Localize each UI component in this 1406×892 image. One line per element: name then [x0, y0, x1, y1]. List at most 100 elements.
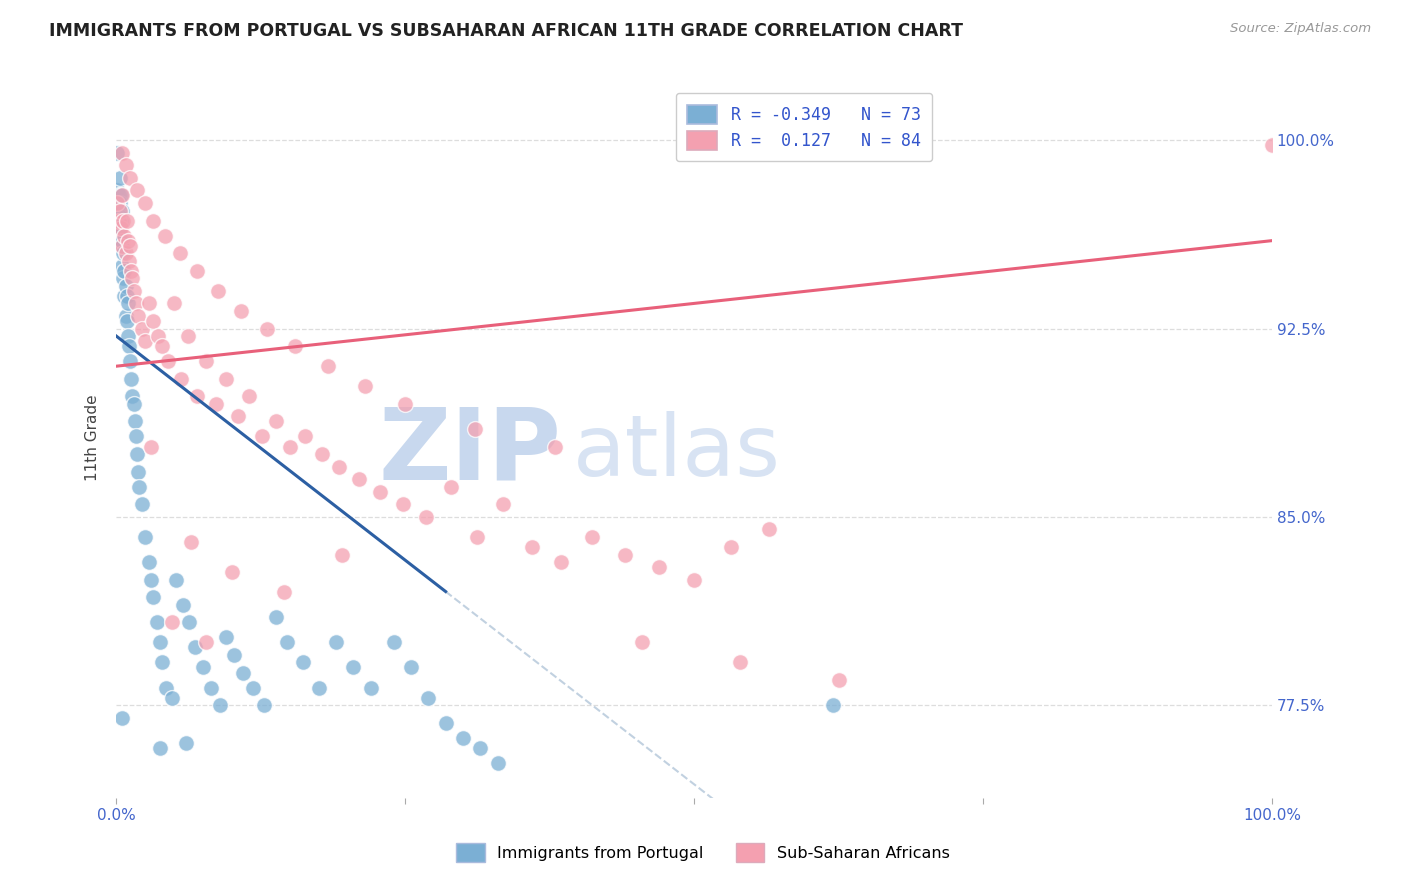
Point — [107, 213, 129, 227]
Point — [114, 278, 136, 293]
Point — [242, 681, 264, 695]
Point — [174, 736, 197, 750]
Point — [110, 238, 132, 252]
Point — [821, 698, 844, 713]
Point — [278, 440, 301, 454]
Point — [111, 238, 134, 252]
Point — [115, 314, 138, 328]
Point — [392, 497, 415, 511]
Point — [470, 740, 492, 755]
Point — [264, 414, 287, 428]
Point — [250, 429, 273, 443]
Text: ZIP: ZIP — [378, 404, 561, 500]
Point — [368, 484, 391, 499]
Point — [142, 213, 165, 227]
Point — [221, 565, 243, 579]
Point — [165, 573, 187, 587]
Point — [415, 509, 437, 524]
Point — [127, 465, 149, 479]
Point — [155, 681, 177, 695]
Point — [191, 660, 214, 674]
Point — [195, 354, 218, 368]
Point — [134, 530, 156, 544]
Point — [184, 640, 207, 655]
Point — [127, 309, 149, 323]
Point — [111, 145, 134, 160]
Point — [112, 264, 135, 278]
Point — [152, 339, 174, 353]
Point — [465, 530, 488, 544]
Point — [118, 253, 141, 268]
Point — [328, 459, 350, 474]
Point — [131, 321, 153, 335]
Point — [111, 259, 134, 273]
Point — [107, 183, 129, 197]
Text: IMMIGRANTS FROM PORTUGAL VS SUBSAHARAN AFRICAN 11TH GRADE CORRELATION CHART: IMMIGRANTS FROM PORTUGAL VS SUBSAHARAN A… — [49, 22, 963, 40]
Point — [153, 228, 176, 243]
Point — [138, 296, 160, 310]
Text: atlas: atlas — [572, 410, 780, 493]
Point — [122, 284, 145, 298]
Point — [342, 660, 364, 674]
Point — [117, 329, 139, 343]
Point — [142, 314, 165, 328]
Point — [215, 372, 238, 386]
Point — [124, 414, 146, 428]
Point — [451, 731, 474, 745]
Point — [229, 304, 252, 318]
Point — [418, 690, 440, 705]
Point — [134, 196, 156, 211]
Point — [827, 673, 849, 687]
Point — [111, 711, 134, 725]
Point — [581, 530, 603, 544]
Point — [134, 334, 156, 348]
Point — [112, 289, 135, 303]
Point — [139, 573, 162, 587]
Point — [107, 228, 129, 243]
Point — [382, 635, 405, 649]
Y-axis label: 11th Grade: 11th Grade — [86, 394, 100, 481]
Point — [758, 522, 780, 536]
Point — [463, 422, 485, 436]
Point — [253, 698, 276, 713]
Point — [215, 631, 238, 645]
Point — [399, 660, 422, 674]
Point — [256, 321, 278, 335]
Point — [139, 440, 162, 454]
Point — [115, 289, 138, 303]
Point — [177, 615, 200, 630]
Point — [108, 196, 131, 211]
Point — [169, 246, 191, 260]
Point — [120, 372, 142, 386]
Legend: R = -0.349   N = 73, R =  0.127   N = 84: R = -0.349 N = 73, R = 0.127 N = 84 — [675, 93, 932, 161]
Point — [114, 246, 136, 260]
Point — [142, 590, 165, 604]
Point — [276, 635, 298, 649]
Point — [180, 535, 202, 549]
Point — [209, 698, 232, 713]
Point — [486, 756, 509, 770]
Point — [117, 296, 139, 310]
Point — [311, 447, 333, 461]
Point — [284, 339, 307, 353]
Point — [120, 354, 142, 368]
Point — [121, 389, 143, 403]
Point — [204, 397, 226, 411]
Point — [112, 228, 135, 243]
Point — [149, 635, 172, 649]
Point — [172, 598, 194, 612]
Point — [631, 635, 654, 649]
Point — [226, 409, 249, 424]
Legend: Immigrants from Portugal, Sub-Saharan Africans: Immigrants from Portugal, Sub-Saharan Af… — [450, 837, 956, 868]
Point — [112, 213, 135, 227]
Point — [273, 585, 295, 599]
Point — [730, 656, 752, 670]
Point — [238, 389, 260, 403]
Point — [107, 196, 129, 211]
Point — [394, 397, 416, 411]
Point — [118, 339, 141, 353]
Point — [720, 540, 742, 554]
Point — [353, 379, 375, 393]
Point — [125, 296, 148, 310]
Point — [114, 309, 136, 323]
